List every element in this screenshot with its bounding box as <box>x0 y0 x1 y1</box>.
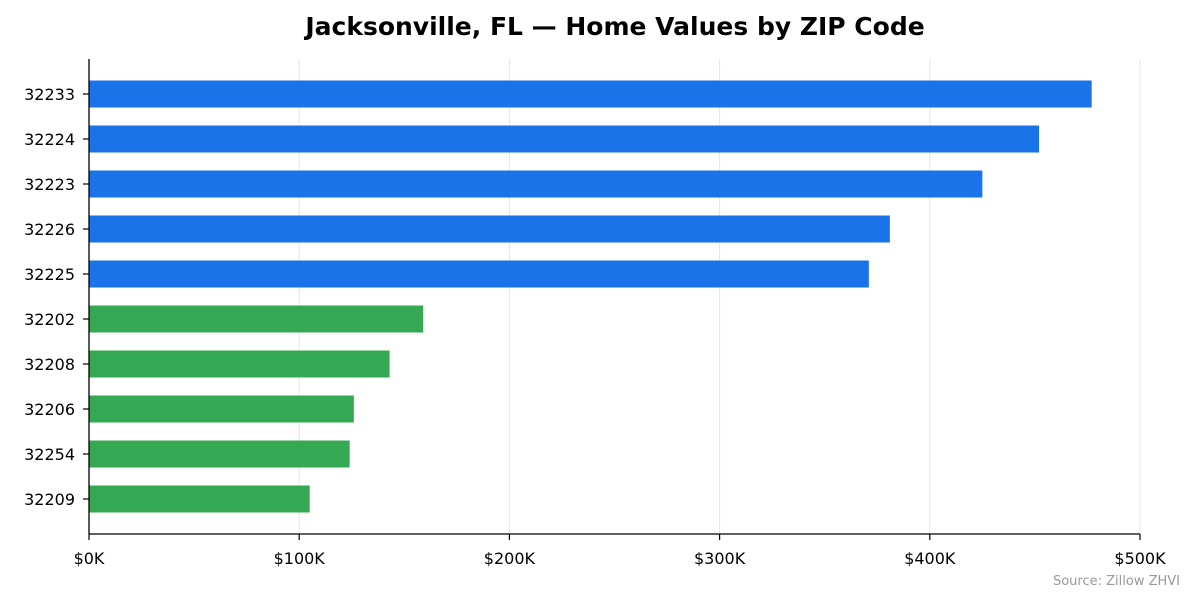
y-tick-label-1: 32224 <box>24 130 75 149</box>
axes <box>88 59 1140 535</box>
x-tick-label-3: $300K <box>694 549 746 568</box>
y-tick-label-6: 32208 <box>24 355 75 374</box>
y-tick-label-7: 32206 <box>24 400 75 419</box>
bar-32202 <box>89 305 424 333</box>
bar-32223 <box>89 170 983 198</box>
bar-32209 <box>89 485 310 513</box>
bar-32206 <box>89 395 354 423</box>
y-tick-label-4: 32225 <box>24 265 75 284</box>
bar-32224 <box>89 125 1040 153</box>
bar-32208 <box>89 350 390 378</box>
source-note: Source: Zillow ZHVI <box>1053 574 1180 589</box>
bar-32225 <box>89 260 869 288</box>
x-tick-label-1: $100K <box>274 549 326 568</box>
y-tick-label-3: 32226 <box>24 220 75 239</box>
chart-title: Jacksonville, FL — Home Values by ZIP Co… <box>303 12 924 41</box>
x-tick-label-2: $200K <box>484 549 536 568</box>
bars <box>89 80 1092 513</box>
y-tick-label-2: 32223 <box>24 175 75 194</box>
x-tick-label-0: $0K <box>74 549 105 568</box>
bar-32233 <box>89 80 1092 108</box>
bar-32226 <box>89 215 890 243</box>
y-tick-label-0: 32233 <box>24 85 75 104</box>
y-tick-label-5: 32202 <box>24 310 75 329</box>
x-tick-label-5: $500K <box>1114 549 1166 568</box>
bar-32254 <box>89 440 350 468</box>
y-tick-label-8: 32254 <box>24 445 75 464</box>
x-tick-label-4: $400K <box>904 549 956 568</box>
y-tick-label-9: 32209 <box>24 490 75 509</box>
y-axis-ticks: 32233 32224 32223 32226 32225 32202 32208 32206… <box>24 85 89 509</box>
x-axis-ticks: $0K $100K $200K $300K $400K $500K <box>74 534 1166 568</box>
